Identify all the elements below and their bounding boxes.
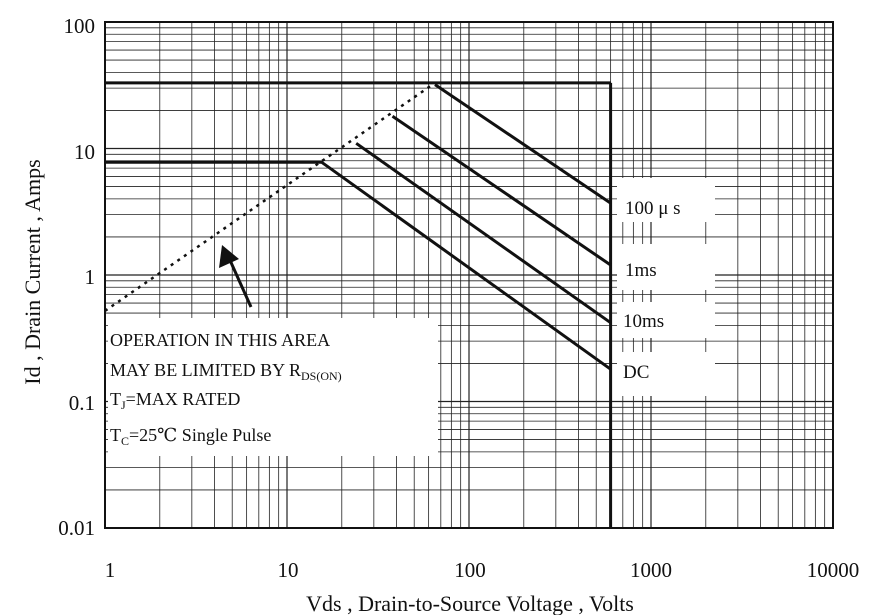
curve-label-1ms: 1ms [625,260,657,281]
note-line-3: TJ=MAX RATED [110,389,240,412]
series-line-dc [105,160,612,371]
note-line-2: MAY BE LIMITED BY RDS(ON) [110,360,342,383]
y-tick-label: 10 [74,140,95,164]
curve-label-10ms: 10ms [623,311,664,332]
note-line-1: OPERATION IN THIS AREA [110,330,330,350]
series-lines [104,81,613,528]
rds-on-limit-line [104,81,436,312]
x-tick-label: 1 [105,558,116,582]
note-line-4: TC=25℃ Single Pulse [110,425,271,448]
x-axis-label: Vds , Drain-to-Source Voltage , Volts [306,591,634,615]
operation-area-note: OPERATION IN THIS AREA MAY BE LIMITED BY… [110,330,342,448]
x-tick-label: 10 [278,558,299,582]
y-tick-label: 0.01 [58,516,95,540]
annotation-arrow [219,245,253,308]
note-background [108,318,438,456]
y-tick-labels: 100 10 1 0.1 0.01 [58,14,95,540]
curve-label-dc: DC [623,362,649,383]
label-background-100us [617,178,715,222]
label-backgrounds [108,178,715,456]
arrow-head-icon [219,245,239,268]
x-tick-label: 1000 [630,558,672,582]
y-axis-label: Id , Drain Current , Amps [20,159,45,384]
x-tick-labels: 1 10 100 1000 10000 [105,558,860,582]
curve-label-100us: 100 μ s [625,198,681,219]
y-tick-label: 0.1 [69,391,95,415]
y-tick-label: 100 [64,14,96,38]
series-line-100us [434,83,612,205]
label-background-dc [617,352,715,396]
label-background-10ms [617,302,715,338]
series-line-10ms [355,142,612,324]
y-tick-label: 1 [85,265,96,289]
x-tick-label: 100 [454,558,486,582]
series-line-1ms [391,114,612,267]
x-tick-label: 10000 [807,558,860,582]
plot-frame [104,21,834,529]
label-background-1ms [617,244,715,290]
arrow-shaft [227,257,253,308]
